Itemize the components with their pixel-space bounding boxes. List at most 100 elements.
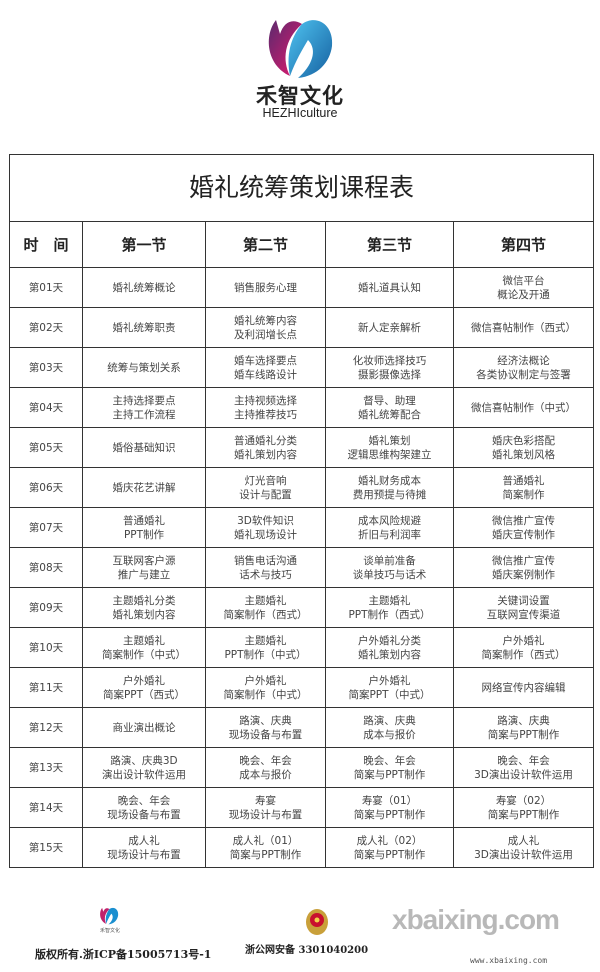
course-cell: 婚礼统筹内容 及利润增长点 [205,307,326,348]
course-cell: 成人礼 现场设计与布置 [82,827,206,868]
course-line: 简案制作（西式） [481,648,566,661]
day-cell: 第14天 [9,787,83,828]
police-emblem-icon [306,909,328,935]
course-line: 销售电话沟通 [234,554,297,567]
course-line: 微信喜帖制作（中式） [471,401,576,414]
course-cell: 婚车选择要点 婚车线路设计 [205,347,326,388]
course-cell: 婚礼统筹概论 [82,267,206,308]
course-line: 简案制作 [502,488,545,501]
course-line: 路演、庆典 [497,714,550,727]
course-line: 互联网宣传渠道 [486,608,561,621]
course-line: 婚礼策划 [368,434,411,447]
day-cell: 第12天 [9,707,83,748]
course-line: 普通婚礼 [123,514,165,527]
course-line: 简案制作（中式） [102,648,186,661]
course-line: 婚庆花艺讲解 [112,481,176,494]
course-line: 简案与PPT制作 [353,768,426,781]
course-cell: 成本风险规避 折旧与利润率 [325,507,454,548]
course-line: 婚礼现场设计 [234,528,297,541]
police-beian-text: 浙公网安备 3301040200 [245,945,369,956]
course-line: 主题婚礼 [368,594,411,607]
course-line: 及利润增长点 [234,328,297,341]
course-cell: 寿宴 现场设计与布置 [205,787,326,828]
course-line: 简案与PPT制作 [353,848,426,861]
course-line: 简案与PPT制作 [353,808,426,821]
course-cell: 晚会、年会 3D演出设计软件运用 [453,747,594,788]
course-line: 寿宴（01） [361,794,418,807]
course-line: 晚会、年会 [117,794,171,807]
course-line: 婚礼策划风格 [492,448,555,461]
course-line: 晚会、年会 [497,754,550,767]
course-cell: 寿宴（01） 简案与PPT制作 [325,787,454,828]
course-line: 话术与技巧 [239,568,292,581]
course-line: 网络宣传内容编辑 [481,681,566,694]
brand-name-cn: 禾智文化 [256,84,344,108]
course-line: 主题婚礼 [244,594,287,607]
course-line: 主持视频选择 [234,394,297,407]
course-line: 户外婚礼分类 [358,634,421,647]
course-cell: 灯光音响 设计与配置 [205,467,326,508]
course-cell: 网络宣传内容编辑 [453,667,594,708]
column-header: 时 间 [9,221,83,268]
course-line: 灯光音响 [244,474,287,487]
table-row: 第10天 主题婚礼 简案制作（中式） 主题婚礼 PPT制作（中式） 户外婚礼分类 婚礼策划内… [9,627,594,668]
course-line: 晚会、年会 [363,754,416,767]
course-line: 成人礼 [507,834,540,847]
course-cell: 微信平台 概论及开通 [453,267,594,308]
day-cell: 第11天 [9,667,83,708]
course-line: 现场设计与布置 [228,808,303,821]
table-row: 第03天 统筹与策划关系 婚车选择要点 婚车线路设计 化妆师选择技巧 摄影摄像选择 经济法概… [9,347,594,388]
course-line: 成人礼（01） [232,834,299,847]
day-cell: 第10天 [9,627,83,668]
course-cell: 微信喜帖制作（西式） [453,307,594,348]
table-row: 第13天 路演、庆典3D 演出设计软件运用 晚会、年会 成本与报价 晚会、年会 简案与PPT… [9,747,594,788]
course-cell: 婚礼策划 逻辑思维构架建立 [325,427,454,468]
course-line: 主题婚礼 [123,634,165,647]
course-line: 普通婚礼分类 [234,434,297,447]
course-line: 普通婚礼 [502,474,545,487]
course-cell: 晚会、年会 成本与报价 [205,747,326,788]
course-cell: 主持视频选择 主持推荐技巧 [205,387,326,428]
course-line: 推广与建立 [117,568,171,581]
course-schedule-table: 婚礼统筹策划课程表 时 间第一节 第二节 第三节 第四节 第01天 婚礼统筹概论 销售服务… [9,154,594,868]
course-cell: 主题婚礼分类 婚礼策划内容 [82,587,206,628]
course-cell: 督导、助理 婚礼统筹配合 [325,387,454,428]
course-cell: 关键词设置 互联网宣传渠道 [453,587,594,628]
course-line: 简案与PPT制作 [229,848,302,861]
course-line: 微信推广宣传 [492,514,555,527]
course-line: 微信推广宣传 [492,554,555,567]
course-cell: 谈单前准备 谈单技巧与话术 [325,547,454,588]
course-line: 关键词设置 [497,594,550,607]
course-line: 督导、助理 [363,394,416,407]
day-cell: 第05天 [9,427,83,468]
course-line: 婚车选择要点 [234,354,297,367]
course-cell: 主题婚礼 简案制作（中式） [82,627,206,668]
table-row: 第14天 晚会、年会 现场设备与布置 寿宴 现场设计与布置 寿宴（01） 简案与PPT制作寿… [9,787,594,828]
course-cell: 微信推广宣传 婚庆宣传制作 [453,507,594,548]
table-row: 第09天 主题婚礼分类 婚礼策划内容 主题婚礼 简案制作（西式） 主题婚礼 PPT制作（西式… [9,587,594,628]
course-line: 3D演出设计软件运用 [474,768,573,781]
course-line: 谈单前准备 [363,554,416,567]
course-cell: 路演、庆典 成本与报价 [325,707,454,748]
course-line: 简案与PPT制作 [487,728,560,741]
day-cell: 第04天 [9,387,83,428]
course-line: 主持选择要点 [112,394,176,407]
course-cell: 化妆师选择技巧 摄影摄像选择 [325,347,454,388]
course-cell: 主持选择要点 主持工作流程 [82,387,206,428]
course-line: 婚礼道具认知 [358,281,421,294]
course-line: 现场设备与布置 [107,808,181,821]
course-cell: 寿宴（02） 简案与PPT制作 [453,787,594,828]
course-line: 简案PPT（中式） [348,688,431,701]
table-row: 第12天 商业演出概论 路演、庆典 现场设备与布置 路演、庆典 成本与报价 路演、庆典 简案与… [9,707,594,748]
course-line: 演出设计软件运用 [102,768,186,781]
course-line: 互联网客户源 [112,554,176,567]
course-line: 主持推荐技巧 [234,408,297,421]
course-cell: 成人礼（02） 简案与PPT制作 [325,827,454,868]
course-line: 新人定亲解析 [358,321,421,334]
course-cell: 普通婚礼分类 婚礼策划内容 [205,427,326,468]
course-cell: 路演、庆典3D 演出设计软件运用 [82,747,206,788]
table-title: 婚礼统筹策划课程表 [9,154,594,222]
course-line: 路演、庆典 [239,714,292,727]
course-line: 销售服务心理 [234,281,297,294]
course-line: 摄影摄像选择 [358,368,421,381]
